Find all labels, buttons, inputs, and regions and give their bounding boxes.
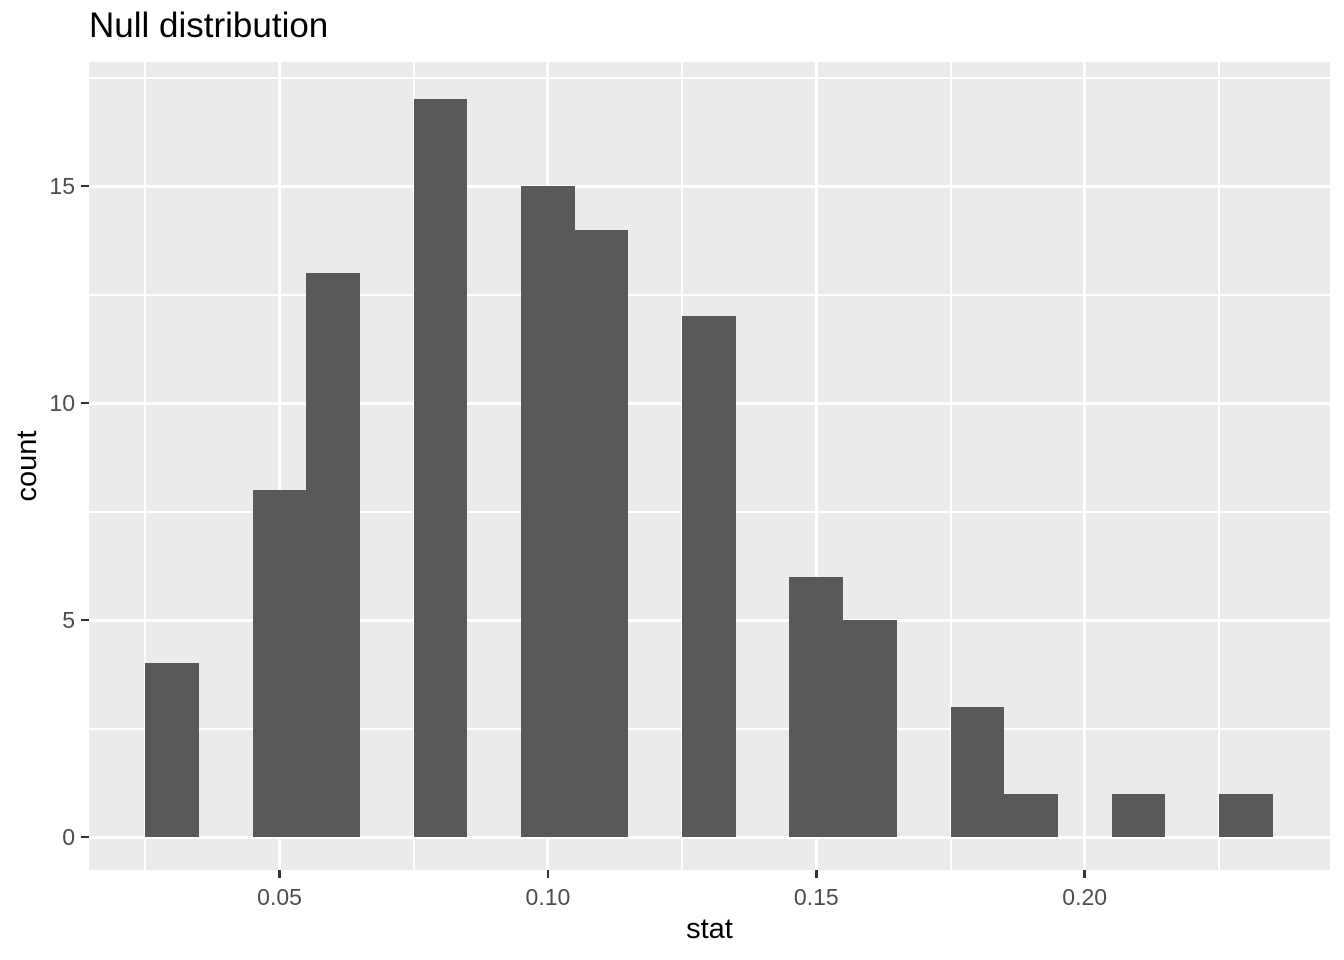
minor-gridline-horizontal — [89, 293, 1330, 296]
x-axis-tick-label: 0.05 — [257, 884, 302, 910]
y-tick-mark — [81, 401, 89, 405]
plot-panel — [89, 62, 1330, 870]
x-axis-tick-label: 0.15 — [793, 884, 839, 910]
x-axis-tick-label: 0.10 — [525, 884, 571, 910]
histogram-bar — [306, 272, 361, 837]
histogram-bar — [950, 706, 1005, 837]
histogram-bar — [682, 316, 736, 837]
x-tick-mark — [1083, 870, 1086, 878]
x-tick-mark — [278, 870, 281, 878]
major-gridline-vertical — [278, 62, 282, 870]
x-tick-mark — [815, 870, 818, 878]
histogram-bar — [789, 576, 844, 837]
histogram-bar — [1111, 793, 1166, 838]
major-gridline-vertical — [1083, 62, 1087, 870]
histogram-bar — [843, 620, 897, 838]
minor-gridline-vertical — [1217, 62, 1220, 870]
histogram-bar — [252, 489, 307, 837]
major-gridline-vertical — [814, 62, 818, 870]
histogram-bar — [521, 186, 575, 837]
major-gridline-horizontal — [89, 835, 1330, 839]
histogram-bar — [413, 99, 468, 837]
y-axis-title: count — [11, 430, 43, 502]
y-tick-mark — [81, 618, 89, 622]
major-gridline-horizontal — [89, 184, 1330, 188]
y-axis-tick-label: 0 — [62, 824, 75, 851]
plot-title: Null distribution — [89, 6, 329, 45]
y-axis-tick-label: 15 — [49, 173, 75, 200]
x-tick-mark — [546, 870, 550, 878]
x-axis-title: stat — [686, 913, 733, 945]
histogram-bar — [1004, 793, 1058, 838]
histogram-bar — [574, 229, 629, 838]
minor-gridline-vertical — [949, 62, 952, 870]
y-axis-tick-label: 10 — [49, 390, 75, 417]
x-axis-tick-label: 0.20 — [1062, 884, 1108, 910]
y-tick-mark — [81, 835, 89, 839]
y-tick-mark — [81, 184, 89, 188]
histogram-bar — [145, 663, 200, 837]
minor-gridline-vertical — [144, 62, 147, 870]
histogram-bar — [1218, 793, 1273, 838]
minor-gridline-horizontal — [89, 76, 1330, 79]
y-axis-tick-label: 5 — [62, 607, 75, 634]
